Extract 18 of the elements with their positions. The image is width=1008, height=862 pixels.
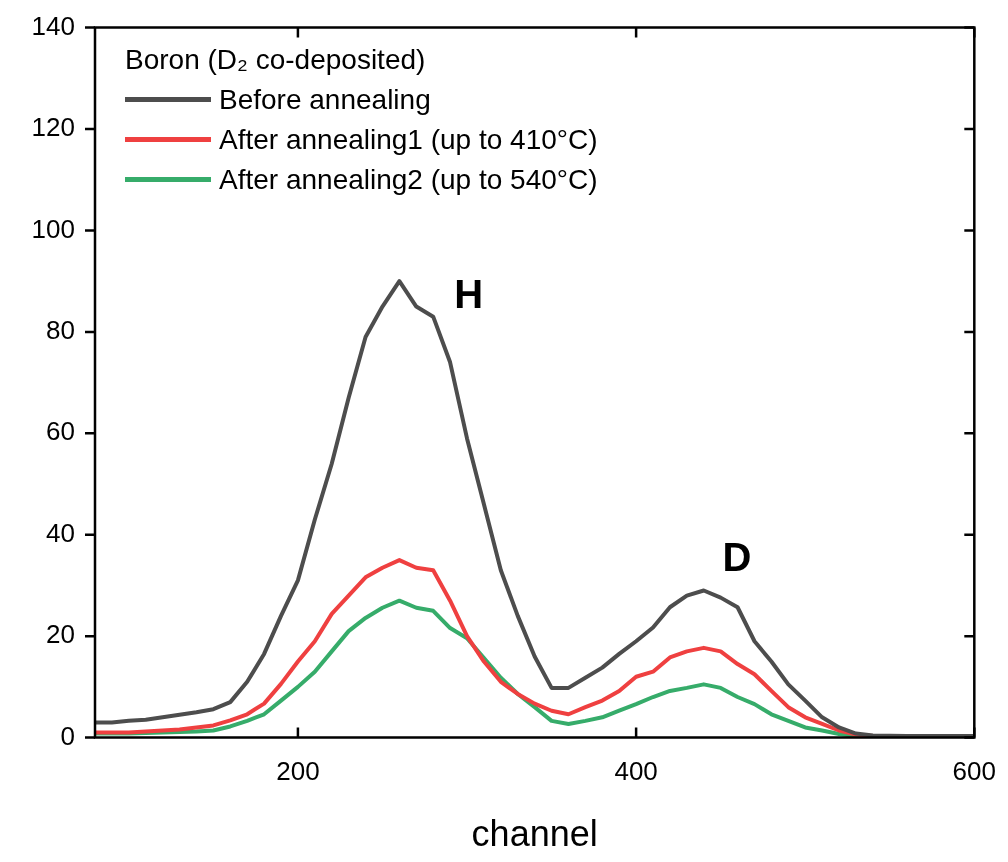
y-tick-label: 0 bbox=[60, 720, 75, 751]
y-tick-label: 120 bbox=[31, 112, 75, 143]
y-tick-label: 140 bbox=[31, 10, 75, 41]
x-tick-label: 400 bbox=[614, 756, 658, 787]
y-tick-label: 60 bbox=[46, 416, 75, 447]
x-tick-label: 200 bbox=[276, 756, 320, 787]
legend-label: After annealing2 (up to 540°C) bbox=[219, 162, 598, 197]
annotation: H bbox=[454, 272, 484, 317]
legend-title: Boron (D₂ co-deposited) bbox=[125, 42, 427, 77]
y-tick-label: 100 bbox=[31, 213, 75, 244]
legend-label: Before annealing bbox=[219, 82, 431, 117]
legend-label: After annealing1 (up to 410°C) bbox=[219, 122, 598, 157]
y-tick-label: 40 bbox=[46, 517, 75, 548]
x-tick-label: 600 bbox=[952, 756, 997, 787]
annotation: D bbox=[722, 535, 752, 580]
y-tick-label: 20 bbox=[46, 619, 75, 650]
y-tick-label: 80 bbox=[46, 315, 75, 346]
x-axis-title: channel bbox=[471, 813, 598, 855]
